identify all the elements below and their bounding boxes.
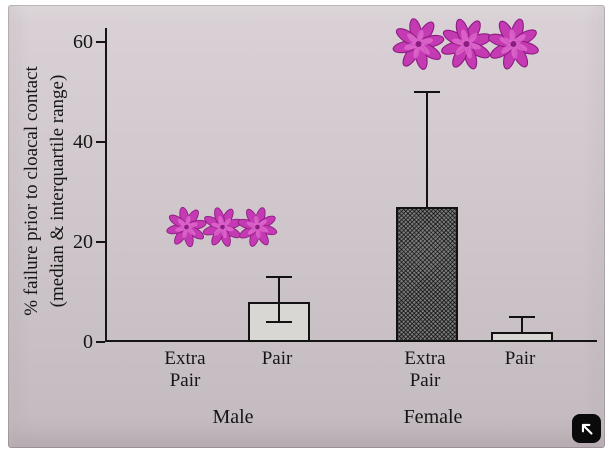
flower-icon bbox=[197, 202, 247, 256]
y-tick bbox=[96, 141, 105, 143]
y-axis-label: % failure prior to cloacal contact (medi… bbox=[19, 26, 71, 356]
x-category-label: Pair bbox=[261, 348, 293, 369]
y-tick-label: 20 bbox=[73, 231, 93, 253]
error-bar-cap bbox=[509, 316, 535, 318]
x-group-label: Male bbox=[212, 406, 254, 428]
y-axis-label-line2: (median & interquartile range) bbox=[46, 74, 68, 308]
x-category-label: Extra Pair bbox=[404, 348, 446, 392]
error-bar-cap bbox=[266, 321, 292, 323]
y-axis-label-line1: % failure prior to cloacal contact bbox=[21, 66, 42, 316]
bar-female-extra-pair bbox=[396, 207, 458, 342]
expand-arrow-icon[interactable] bbox=[572, 414, 601, 443]
y-tick-label: 40 bbox=[73, 131, 93, 153]
flower-icon bbox=[162, 202, 213, 257]
flower-icon bbox=[434, 12, 498, 80]
error-bar-line bbox=[521, 317, 523, 332]
x-axis-labels: Extra Pair Pair Male Extra Pair Pair Female bbox=[105, 348, 597, 448]
x-group-label: Female bbox=[403, 406, 463, 428]
y-tick-label: 60 bbox=[73, 31, 93, 53]
flower-icon bbox=[481, 13, 544, 80]
plot-area: 0 20 40 60 bbox=[73, 28, 597, 352]
y-tick-label: 0 bbox=[83, 331, 93, 353]
male-flowers bbox=[166, 206, 278, 253]
arrow-glyph bbox=[581, 423, 593, 435]
bar-female-pair bbox=[491, 332, 553, 342]
slide-photo: % failure prior to cloacal contact (medi… bbox=[8, 5, 605, 448]
error-bar-line bbox=[426, 92, 428, 207]
flower-icon bbox=[386, 12, 451, 81]
error-bar-line bbox=[278, 277, 280, 322]
x-category-label: Pair bbox=[504, 348, 536, 369]
y-tick bbox=[96, 241, 105, 243]
error-bar-cap bbox=[266, 276, 292, 278]
error-bar-cap bbox=[414, 91, 440, 93]
x-category-label: Extra Pair bbox=[164, 348, 206, 392]
y-tick bbox=[96, 341, 105, 343]
female-flowers bbox=[392, 17, 540, 76]
y-tick bbox=[96, 41, 105, 43]
flower-icon bbox=[232, 203, 282, 257]
